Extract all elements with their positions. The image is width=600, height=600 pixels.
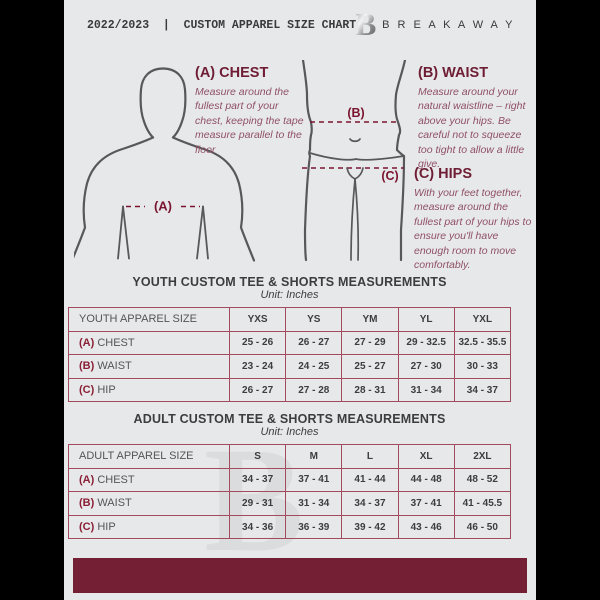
svg-text:(C): (C)	[381, 169, 398, 183]
svg-text:(B): (B)	[347, 106, 364, 120]
svg-text:(A): (A)	[154, 199, 172, 214]
svg-text:B: B	[356, 9, 376, 41]
